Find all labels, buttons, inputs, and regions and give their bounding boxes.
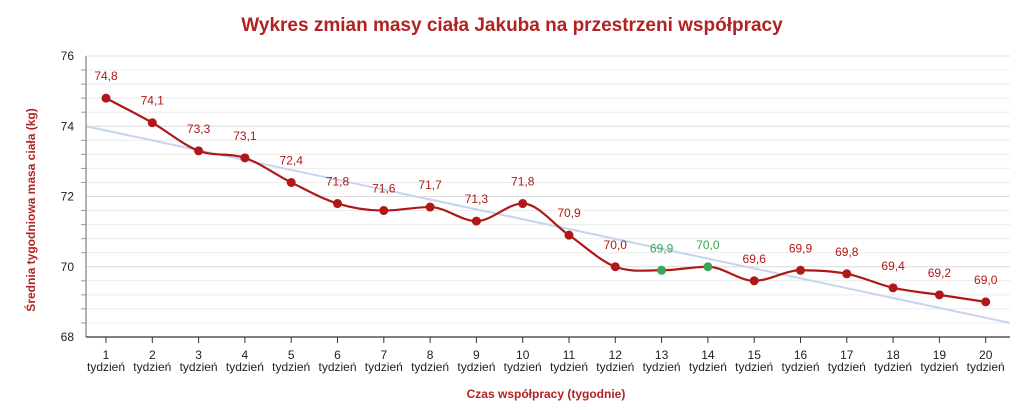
x-tick-unit: tydzień — [596, 360, 634, 374]
data-point — [564, 230, 574, 240]
data-label: 69,8 — [835, 245, 859, 259]
x-tick-label: 13 — [655, 348, 669, 362]
data-point — [101, 93, 111, 103]
chart-title: Wykres zmian masy ciała Jakuba na przest… — [241, 15, 783, 36]
data-point — [147, 118, 157, 128]
data-label: 74,8 — [94, 69, 118, 83]
x-tick-label: 20 — [979, 348, 993, 362]
axes: 68707274761tydzień2tydzień3tydzień4tydzi… — [61, 49, 1010, 374]
y-tick-label: 74 — [61, 119, 75, 133]
data-point — [981, 297, 991, 307]
data-label: 69,9 — [650, 241, 674, 255]
x-tick-unit: tydzień — [133, 360, 171, 374]
x-tick-label: 4 — [242, 348, 249, 362]
trendline — [85, 125, 1011, 324]
x-tick-label: 9 — [473, 348, 480, 362]
x-tick-label: 7 — [380, 348, 387, 362]
data-label: 70,9 — [557, 206, 581, 220]
y-tick-label: 72 — [61, 190, 75, 204]
x-tick-label: 14 — [701, 348, 715, 362]
x-tick-label: 12 — [609, 348, 623, 362]
x-tick-label: 16 — [794, 348, 808, 362]
data-point — [842, 269, 852, 279]
x-tick-label: 19 — [933, 348, 947, 362]
x-tick-label: 17 — [840, 348, 854, 362]
data-point — [934, 290, 944, 300]
x-tick-label: 10 — [516, 348, 530, 362]
x-tick-label: 1 — [103, 348, 110, 362]
data-label: 69,9 — [789, 241, 813, 255]
x-tick-unit: tydzień — [643, 360, 681, 374]
series-group — [101, 93, 991, 307]
x-axis-title: Czas współpracy (tygodnie) — [467, 387, 626, 401]
x-tick-unit: tydzień — [226, 360, 264, 374]
data-label: 74,1 — [141, 94, 165, 108]
x-tick-unit: tydzień — [180, 360, 218, 374]
data-label: 71,8 — [511, 175, 535, 189]
data-label: 69,4 — [881, 259, 905, 273]
x-tick-label: 8 — [427, 348, 434, 362]
data-label: 71,7 — [418, 178, 442, 192]
x-tick-unit: tydzień — [828, 360, 866, 374]
data-label: 71,6 — [372, 182, 396, 196]
data-label: 73,3 — [187, 122, 211, 136]
data-point — [888, 283, 898, 293]
data-point — [703, 262, 713, 272]
data-point — [518, 199, 528, 209]
y-tick-label: 68 — [61, 330, 75, 344]
data-point — [425, 202, 435, 212]
data-point — [194, 146, 204, 156]
x-tick-unit: tydzień — [689, 360, 727, 374]
x-tick-unit: tydzień — [967, 360, 1005, 374]
x-tick-label: 5 — [288, 348, 295, 362]
y-tick-label: 70 — [61, 260, 75, 274]
data-label: 69,0 — [974, 273, 998, 287]
data-point — [471, 216, 481, 226]
data-point — [379, 206, 389, 216]
grid — [86, 55, 1010, 338]
x-tick-unit: tydzień — [87, 360, 125, 374]
x-tick-unit: tydzień — [411, 360, 449, 374]
data-label: 69,6 — [743, 252, 767, 266]
data-label: 71,8 — [326, 175, 350, 189]
data-point — [657, 265, 667, 275]
x-tick-unit: tydzień — [920, 360, 958, 374]
data-point — [610, 262, 620, 272]
x-tick-label: 15 — [748, 348, 762, 362]
x-tick-unit: tydzień — [504, 360, 542, 374]
x-tick-unit: tydzień — [365, 360, 403, 374]
data-labels: 74,8 74,1 73,3 73,1 72,4 71,8 71,6 71,7 71,3 71,8… — [94, 69, 997, 287]
x-tick-label: 3 — [195, 348, 202, 362]
data-label: 72,4 — [280, 153, 304, 167]
data-label: 73,1 — [233, 129, 257, 143]
x-tick-unit: tydzień — [318, 360, 356, 374]
data-point — [286, 177, 296, 187]
x-tick-label: 18 — [886, 348, 900, 362]
x-tick-unit: tydzień — [874, 360, 912, 374]
y-tick-label: 76 — [61, 49, 75, 63]
data-point — [749, 276, 759, 286]
data-point — [240, 153, 250, 163]
x-tick-label: 6 — [334, 348, 341, 362]
data-point — [796, 265, 805, 275]
y-axis-title: Średnia tygodniowa masa ciała (kg) — [23, 108, 38, 311]
x-tick-label: 11 — [563, 348, 576, 362]
x-tick-unit: tydzień — [272, 360, 310, 374]
x-tick-label: 2 — [149, 348, 156, 362]
x-tick-unit: tydzień — [550, 360, 588, 374]
trendline-group — [85, 125, 1011, 324]
x-tick-unit: tydzień — [457, 360, 495, 374]
data-label: 70,0 — [604, 238, 628, 252]
data-label: 71,3 — [465, 192, 489, 206]
data-label: 70,0 — [696, 238, 720, 252]
x-tick-unit: tydzień — [735, 360, 773, 374]
data-label: 69,2 — [928, 266, 952, 280]
data-point — [333, 199, 342, 209]
x-tick-unit: tydzień — [781, 360, 819, 374]
